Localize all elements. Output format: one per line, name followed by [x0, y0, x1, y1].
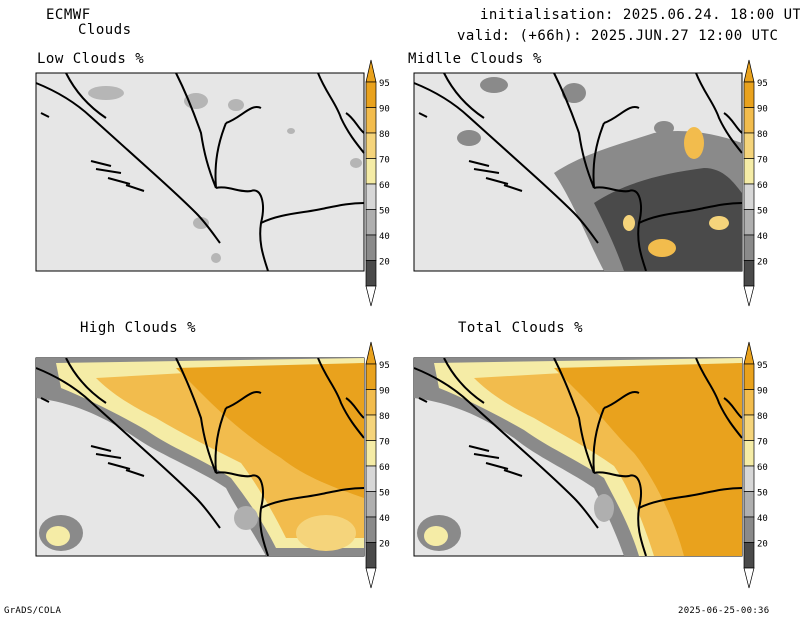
colorbar-tick-label: 60: [379, 181, 390, 191]
colorbar-tick-label: 20: [379, 540, 390, 550]
colorbar-segment: [365, 440, 377, 467]
colorbar-segment: [365, 209, 377, 236]
middle-cloud-patches: [457, 77, 742, 271]
colorbar-segment: [743, 542, 755, 569]
colorbar-tick-label: 95: [379, 79, 390, 89]
colorbar-top-arrow: [743, 59, 755, 83]
colorbar-segment: [365, 107, 377, 134]
panel-high-clouds: [35, 357, 365, 557]
colorbar-tick-label: 70: [379, 156, 390, 166]
colorbar-tick-label: 80: [379, 130, 390, 140]
colorbar-segment: [743, 209, 755, 236]
colorbar-segment: [743, 440, 755, 467]
colorbar-segment: [365, 465, 377, 492]
colorbar: 95 90 80 70 60 50 40 20: [743, 59, 768, 307]
colorbar-bottom-arrow: [365, 285, 377, 307]
colorbar-tick-label: 50: [757, 489, 768, 499]
colorbar-tick-label: 80: [757, 412, 768, 422]
colorbar-segment: [743, 81, 755, 108]
colorbar-tick-label: 90: [379, 387, 390, 397]
low-cloud-patches: [88, 86, 362, 263]
colorbar-tick-label: 70: [757, 156, 768, 166]
colorbar-segment: [743, 465, 755, 492]
colorbar-tick-label: 40: [379, 232, 390, 242]
colorbar-segment: [743, 158, 755, 185]
colorbar-segment: [365, 183, 377, 210]
product-name: Clouds: [78, 22, 132, 38]
panel-title-high: High Clouds %: [80, 320, 197, 336]
colorbar-tick-label: 90: [379, 105, 390, 115]
colorbar: 95 90 80 70 60 50 40 20: [365, 59, 390, 307]
initialisation-time: initialisation: 2025.06.24. 18:00 UTC: [480, 7, 800, 23]
colorbar-tick-label: 40: [379, 514, 390, 524]
colorbar-bottom-arrow: [365, 567, 377, 589]
colorbar-tick-label: 90: [757, 387, 768, 397]
model-name: ECMWF: [46, 7, 91, 23]
valid-time: valid: (+66h): 2025.JUN.27 12:00 UTC: [457, 28, 779, 44]
colorbar-tick-label: 70: [379, 438, 390, 448]
colorbar-tick-label: 40: [757, 232, 768, 242]
panel-title-total: Total Clouds %: [458, 320, 584, 336]
colorbar-tick-label: 90: [757, 105, 768, 115]
colorbar-segment: [743, 107, 755, 134]
colorbar-segment: [743, 260, 755, 287]
colorbar-segment: [743, 389, 755, 416]
panel-title-low: Low Clouds %: [37, 51, 145, 67]
colorbar-segment: [365, 363, 377, 390]
colorbar-segment: [365, 389, 377, 416]
colorbar-top-arrow: [365, 341, 377, 365]
panel-title-middle: Midlle Clouds %: [408, 51, 542, 67]
colorbar-tick-label: 20: [757, 540, 768, 550]
panel-low-clouds: [35, 72, 365, 272]
colorbar-segment: [365, 158, 377, 185]
colorbar-tick-label: 20: [757, 258, 768, 268]
colorbar-tick-label: 20: [379, 258, 390, 268]
colorbar-tick-label: 50: [379, 489, 390, 499]
colorbar-segment: [365, 516, 377, 543]
colorbar: 95 90 80 70 60 50 40 20: [743, 341, 768, 589]
colorbar-segment: [365, 491, 377, 518]
colorbar-segment: [365, 542, 377, 569]
colorbar-segment: [365, 132, 377, 159]
colorbar-segment: [365, 234, 377, 261]
colorbar-top-arrow: [743, 341, 755, 365]
colorbar-segment: [743, 414, 755, 441]
colorbar-tick-label: 60: [379, 463, 390, 473]
footer-timestamp: 2025-06-25-00:36: [678, 606, 770, 616]
colorbar: 95 90 80 70 60 50 40 20: [365, 341, 390, 589]
colorbar-segment: [365, 81, 377, 108]
colorbar-segment: [365, 260, 377, 287]
footer-software: GrADS/COLA: [4, 606, 62, 616]
colorbar-tick-label: 50: [757, 207, 768, 217]
colorbar-tick-label: 80: [757, 130, 768, 140]
colorbar-segment: [743, 234, 755, 261]
colorbar-tick-label: 70: [757, 438, 768, 448]
colorbar-segment: [743, 183, 755, 210]
colorbar-tick-label: 40: [757, 514, 768, 524]
colorbar-tick-label: 60: [757, 181, 768, 191]
colorbar-top-arrow: [365, 59, 377, 83]
colorbar-tick-label: 80: [379, 412, 390, 422]
colorbar-bottom-arrow: [743, 567, 755, 589]
panel-total-clouds: [413, 357, 743, 557]
colorbar-tick-label: 95: [757, 79, 768, 89]
colorbar-tick-label: 95: [379, 361, 390, 371]
colorbar-bottom-arrow: [743, 285, 755, 307]
colorbar-segment: [743, 491, 755, 518]
colorbar-segment: [365, 414, 377, 441]
colorbar-segment: [743, 363, 755, 390]
panel-middle-clouds: [413, 72, 743, 272]
colorbar-tick-label: 60: [757, 463, 768, 473]
colorbar-tick-label: 95: [757, 361, 768, 371]
colorbar-segment: [743, 132, 755, 159]
colorbar-tick-label: 50: [379, 207, 390, 217]
colorbar-segment: [743, 516, 755, 543]
